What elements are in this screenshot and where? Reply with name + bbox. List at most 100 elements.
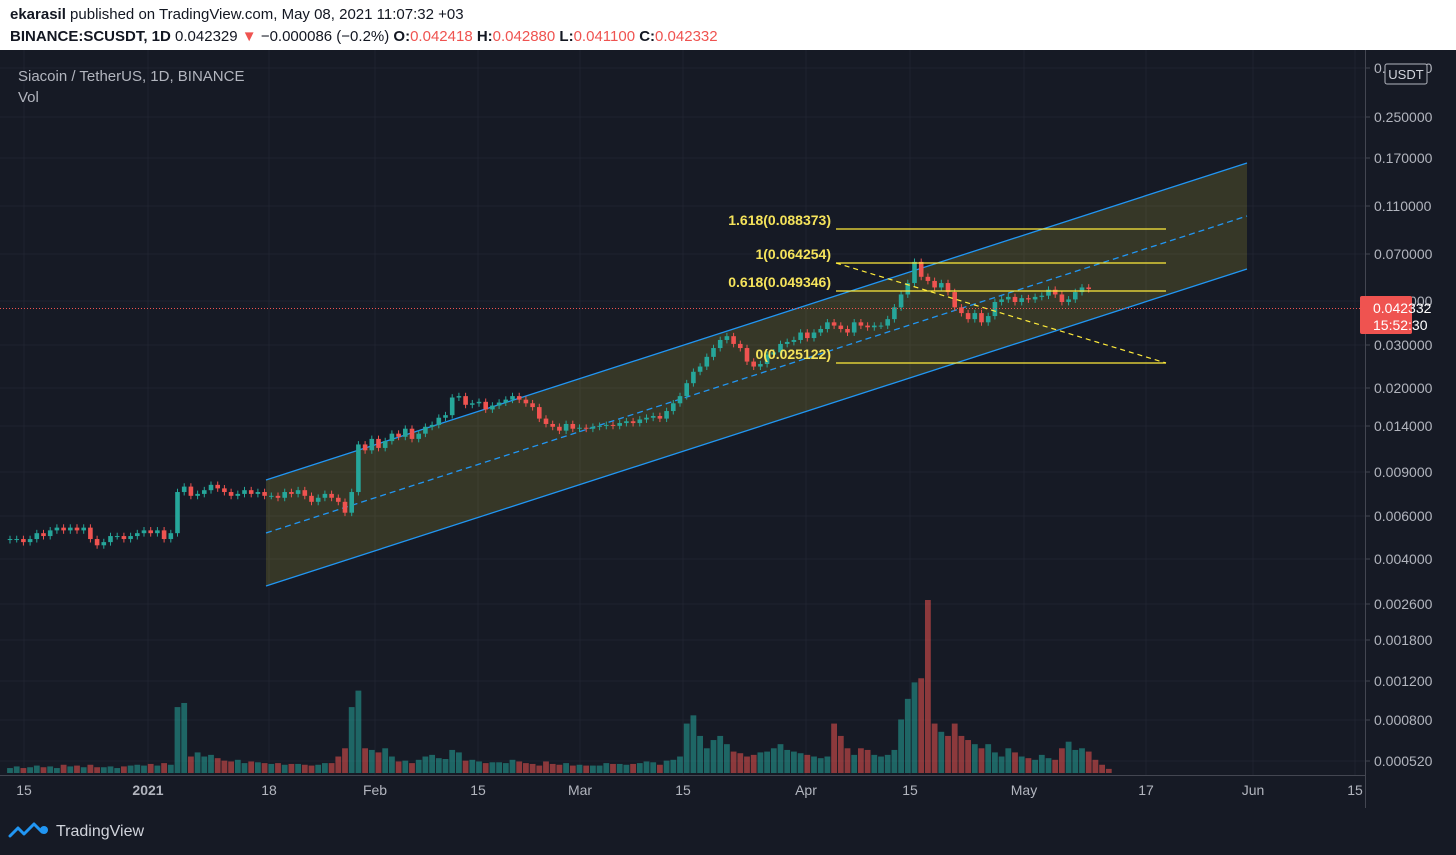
candle-body xyxy=(825,322,830,329)
candle-body xyxy=(771,352,777,355)
chart-area[interactable]: 1.618(0.088373) 1(0.064254) 0.618(0.0493… xyxy=(0,50,1456,808)
volume-bar xyxy=(878,756,884,773)
candle-body xyxy=(818,328,823,333)
candle-body xyxy=(222,488,227,493)
tradingview-logo-icon[interactable] xyxy=(8,820,50,842)
volume-bar xyxy=(261,763,268,773)
volume-bar xyxy=(1025,758,1032,773)
volume-bar xyxy=(1012,752,1018,773)
candle-body xyxy=(784,341,790,344)
candle-body xyxy=(704,356,710,367)
candle-body xyxy=(349,492,354,513)
volume-bar xyxy=(33,765,40,773)
time-tick-label: Mar xyxy=(568,782,592,798)
volume-bar xyxy=(616,763,623,773)
fib-trend-line[interactable] xyxy=(835,262,1167,364)
candle-body xyxy=(912,261,917,284)
candle-body xyxy=(315,497,321,502)
volume-bar xyxy=(476,761,482,773)
time-tick-label: 2021 xyxy=(132,782,163,798)
candle-body xyxy=(336,497,341,502)
volume-bar xyxy=(127,765,134,773)
candle-body xyxy=(403,428,408,437)
volume-bar xyxy=(1072,749,1079,773)
volume-bar xyxy=(268,763,275,773)
volume-bar xyxy=(992,752,998,773)
price-tick-label: 0.009000 xyxy=(1374,464,1433,480)
candle-body xyxy=(41,533,46,537)
candle-body xyxy=(657,416,663,419)
candle-body xyxy=(523,399,529,404)
candle-body xyxy=(168,533,174,540)
volume-bar xyxy=(449,749,456,773)
candle-body xyxy=(831,322,837,326)
candle-body xyxy=(872,325,877,328)
chart-canvas[interactable]: 1.618(0.088373) 1(0.064254) 0.618(0.0493… xyxy=(0,50,1456,808)
last-price-tag-value: 0.042332 xyxy=(1373,300,1432,316)
volume-bar xyxy=(569,765,576,773)
volume-bar xyxy=(603,763,610,773)
volume-bar xyxy=(837,735,844,773)
price-tick-label: 0.030000 xyxy=(1374,337,1433,353)
countdown-timer: 15:52:30 xyxy=(1373,317,1428,333)
ohlc-line: BINANCE:SCUSDT, 1D 0.042329 ▼ −0.000086 … xyxy=(10,28,718,45)
volume-bar xyxy=(817,758,824,773)
candle-body xyxy=(1052,289,1058,295)
channel-lower-line[interactable] xyxy=(265,268,1248,587)
tradingview-brand[interactable]: TradingView xyxy=(56,823,145,840)
candle-body xyxy=(885,319,890,326)
channel-upper-line[interactable] xyxy=(265,162,1248,481)
volume-bar xyxy=(462,760,469,773)
volume-bar xyxy=(509,759,516,773)
volume-bar xyxy=(194,752,201,773)
candle-body xyxy=(255,492,261,494)
volume-bar xyxy=(831,723,837,773)
volume-bar xyxy=(737,753,744,773)
candle-body xyxy=(195,493,200,496)
candle-body xyxy=(262,492,267,496)
candle-body xyxy=(530,403,535,408)
chart-legend-title[interactable]: Siacoin / TetherUS, 1D, BINANCE xyxy=(18,68,245,85)
volume-bar xyxy=(107,766,114,773)
volume-bar xyxy=(931,723,938,773)
volume-bar xyxy=(248,761,255,773)
publisher-name[interactable]: ekarasil xyxy=(10,6,66,23)
price-ticks: 0.4000000.2500000.1700000.1100000.070000… xyxy=(1365,60,1433,769)
candle-body xyxy=(269,495,274,497)
time-tick-label: Apr xyxy=(795,782,817,798)
candle-body xyxy=(228,492,234,496)
candle-body xyxy=(114,536,120,538)
currency-badge[interactable] xyxy=(1384,63,1428,85)
volume-bar xyxy=(864,749,871,773)
candle-body xyxy=(436,417,442,425)
candle-body xyxy=(141,530,147,534)
volume-bar xyxy=(710,740,717,773)
candle-body xyxy=(289,492,294,494)
volume-bar xyxy=(74,765,80,773)
volume-bar xyxy=(1085,751,1092,773)
volume-bar xyxy=(1038,754,1045,773)
candle-body xyxy=(985,316,991,323)
time-axis[interactable]: 15 2021 18 Feb 15 Mar 15 Apr 15 May 17 Jun 15 xyxy=(0,775,1365,799)
volume-bar xyxy=(188,756,194,773)
channel-middle-line[interactable] xyxy=(265,215,1248,534)
volume-bar xyxy=(523,763,529,773)
volume-bar xyxy=(435,758,442,773)
candle-body xyxy=(34,533,40,540)
volume-bar xyxy=(945,735,951,773)
volume-bar xyxy=(301,764,308,773)
volume-bar xyxy=(891,749,898,773)
candle-body xyxy=(1032,296,1038,300)
price-axis[interactable]: 0.4000000.2500000.1700000.1100000.070000… xyxy=(1360,50,1433,808)
fibonacci-retracement[interactable]: 1.618(0.088373) 1(0.064254) 0.618(0.0493… xyxy=(728,212,1167,364)
volume-legend[interactable]: Vol xyxy=(18,89,39,106)
candle-body xyxy=(965,313,971,320)
volume-bar xyxy=(47,766,54,773)
volume-bar xyxy=(985,744,992,773)
time-tick-label: 18 xyxy=(261,782,277,798)
candle-body xyxy=(27,539,33,543)
last-price: 0.042329 xyxy=(175,28,238,45)
change-arrow: ▼ xyxy=(241,28,257,45)
volume-bar xyxy=(328,763,335,773)
parallel-channel[interactable] xyxy=(265,162,1248,587)
